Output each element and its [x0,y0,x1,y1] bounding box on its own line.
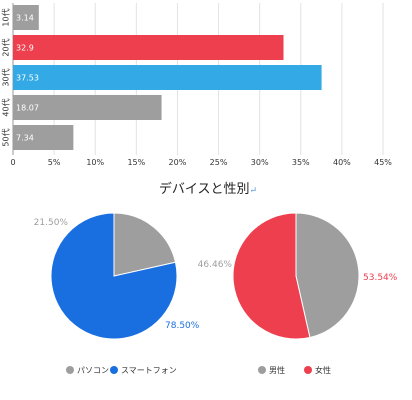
x-tick-label: 35% [292,158,310,167]
category-label: 40代 [1,98,11,116]
bar-value-label: 37.53 [16,74,39,83]
pie-title-text: デバイスと性別 [159,181,250,197]
x-tick-label: 40% [333,158,351,167]
x-tick-label: 5% [48,158,61,167]
bar [13,95,162,120]
pie-slice [50,212,178,340]
pie-slice [113,212,177,277]
bar-value-label: 32.9 [16,44,34,53]
legend-label: スマートフォン [121,366,177,375]
legend-marker [304,366,312,374]
bar [13,125,74,150]
age-bar-chart: 0 5% 10% 15% 20% 25% 30% 35% 40% 45% 10代 3.14 20代 32.… [1,3,392,167]
slice-label: 53.54% [363,273,398,283]
pie-title-mark: ↵ [250,186,258,196]
device-pie-chart: 21.50% 78.50% パソコン スマートフォン [34,212,200,375]
bar [13,35,284,60]
x-tick-label: 15% [127,158,145,167]
legend-marker [258,366,266,374]
legend-label: 男性 [269,365,285,375]
legend-label: パソコン [77,366,109,375]
pie-slice [232,212,311,340]
x-tick-label: 45% [374,158,392,167]
x-tick-label: 20% [169,158,187,167]
legend-marker [110,366,118,374]
legend-label: 女性 [315,365,331,375]
bar [13,65,322,90]
x-tick-label: 0 [10,158,15,167]
pie-slice [295,212,360,339]
slice-label: 21.50% [34,218,69,228]
category-label: 10代 [1,8,11,26]
x-tick-label: 25% [210,158,228,167]
bar-value-label: 7.34 [16,134,34,143]
gender-pie-chart: 46.46% 53.54% 男性 女性 [198,212,398,375]
legend-marker [66,366,74,374]
category-label: 20代 [1,38,11,56]
category-label: 30代 [1,68,11,86]
slice-label: 46.46% [198,260,233,270]
bar-value-label: 3.14 [16,14,34,23]
category-label: 50代 [1,128,11,146]
bar [13,5,39,30]
pie-title: デバイスと性別↵ [159,181,257,197]
x-tick-label: 30% [251,158,269,167]
x-tick-label: 10% [86,158,104,167]
slice-label: 78.50% [165,321,200,331]
bar-value-label: 18.07 [16,104,39,113]
